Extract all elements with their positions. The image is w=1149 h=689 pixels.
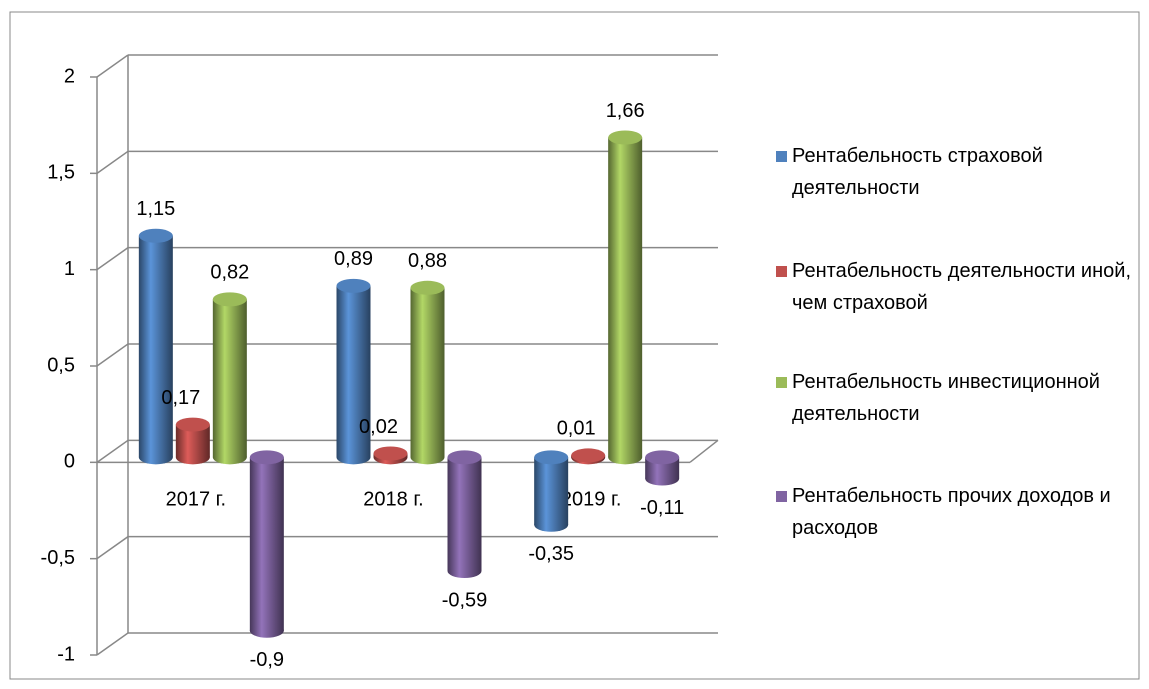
y-tick-label: 0 (64, 451, 75, 473)
legend-label: Рентабельность деятельности иной, чем ст… (792, 260, 1132, 314)
data-label: 1,66 (606, 100, 645, 122)
bar-top (608, 130, 643, 145)
bar-top (212, 292, 247, 307)
legend-swatch (776, 377, 787, 388)
legend-item: Рентабельность прочих доходов и расходов (776, 480, 1149, 544)
data-label: -0,11 (640, 497, 684, 519)
data-label: 0,89 (334, 248, 373, 270)
bar (138, 235, 173, 458)
data-label: 0,17 (161, 387, 200, 409)
bar (410, 287, 445, 458)
y-tick-label: -1 (57, 643, 75, 665)
grid-line (96, 343, 129, 367)
bar-top (249, 450, 284, 465)
bar-top (373, 446, 408, 461)
bar-top (645, 450, 680, 465)
bar-top (138, 228, 173, 243)
bar (447, 457, 482, 572)
bar (249, 457, 284, 631)
bar-top (175, 417, 210, 432)
y-tick-label: 1 (64, 258, 75, 280)
legend-item: Рентабельность деятельности иной, чем ст… (776, 255, 1149, 319)
grid-line (96, 536, 129, 560)
chart-border (9, 11, 1140, 680)
bar-top (336, 278, 371, 293)
data-label: 1,15 (136, 198, 175, 220)
bar-top (571, 448, 606, 463)
bar (608, 137, 643, 458)
x-tick-label: 2018 г. (363, 489, 423, 511)
bar (534, 457, 569, 525)
bar (212, 299, 247, 458)
data-label: -0,9 (250, 649, 284, 671)
data-label: -0,35 (528, 543, 574, 565)
legend-label: Рентабельность прочих доходов и расходов (792, 485, 1111, 539)
grid-line (96, 439, 129, 463)
data-label: 0,01 (557, 418, 596, 440)
grid-line (96, 632, 129, 656)
y-tick-label: -0,5 (41, 547, 75, 569)
legend-label: Рентабельность страховой деятельности (792, 145, 1043, 199)
data-label: 0,82 (210, 262, 249, 284)
data-label: 0,02 (359, 416, 398, 438)
bar (336, 285, 371, 458)
y-tick-label: 2 (64, 65, 75, 87)
data-label: -0,59 (442, 589, 488, 611)
data-label: 0,88 (408, 250, 447, 272)
bar-top (447, 450, 482, 465)
x-tick-label: 2019 г. (561, 489, 621, 511)
y-tick-label: 1,5 (47, 162, 75, 184)
legend-swatch (776, 491, 787, 502)
bar-top (410, 280, 445, 295)
grid-line (96, 150, 129, 174)
legend-swatch (776, 266, 787, 277)
y-tick-label: 0,5 (47, 354, 75, 376)
x-tick-label: 2017 г. (166, 489, 226, 511)
grid-line (96, 247, 129, 271)
legend-item: Рентабельность страховой деятельности (776, 140, 1149, 204)
legend-label: Рентабельность инвестиционной деятельнос… (792, 371, 1100, 425)
legend-item: Рентабельность инвестиционной деятельнос… (776, 366, 1149, 430)
bar-top (534, 450, 569, 465)
legend-swatch (776, 151, 787, 162)
grid-line (96, 54, 129, 78)
floor-edge (689, 439, 719, 463)
